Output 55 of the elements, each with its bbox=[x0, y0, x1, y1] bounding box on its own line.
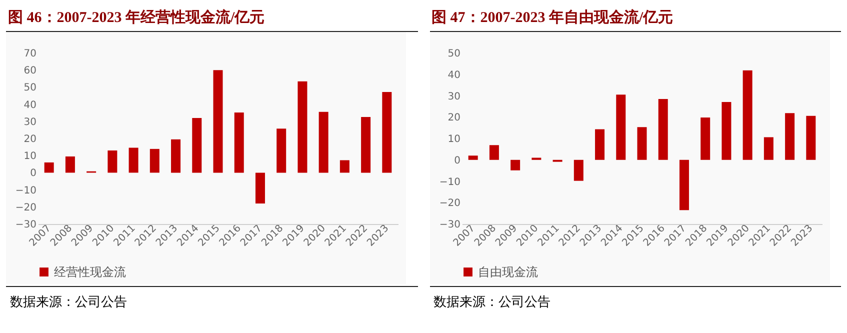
bar bbox=[340, 160, 350, 173]
bar bbox=[255, 172, 265, 204]
bar bbox=[382, 92, 392, 173]
y-tick-label: 40 bbox=[24, 100, 36, 111]
bar bbox=[192, 118, 202, 173]
bar bbox=[616, 94, 626, 160]
bar bbox=[361, 116, 371, 173]
bar bbox=[742, 70, 752, 160]
bar bbox=[678, 160, 688, 210]
y-tick-label: 30 bbox=[447, 91, 460, 102]
legend-label: 经营性现金流 bbox=[54, 265, 126, 279]
bar bbox=[298, 81, 308, 173]
y-tick-label: −10 bbox=[438, 176, 460, 188]
y-tick-label: −10 bbox=[15, 185, 36, 196]
bar bbox=[213, 70, 223, 173]
y-tick-label: 60 bbox=[24, 66, 36, 77]
bar bbox=[44, 162, 54, 173]
bar bbox=[150, 148, 160, 173]
y-tick-label: 70 bbox=[24, 48, 36, 60]
y-tick-label: 0 bbox=[30, 168, 36, 180]
bar bbox=[276, 128, 286, 173]
y-tick-label: −20 bbox=[438, 198, 460, 210]
y-tick-label: 20 bbox=[24, 134, 36, 145]
bar bbox=[108, 150, 118, 173]
bar bbox=[658, 98, 668, 160]
bar bbox=[128, 148, 138, 173]
bar bbox=[510, 160, 520, 170]
legend-label: 自由现金流 bbox=[478, 265, 538, 279]
bar bbox=[636, 127, 646, 160]
bar bbox=[468, 156, 478, 160]
bar bbox=[806, 116, 816, 160]
bar bbox=[488, 145, 498, 160]
bar bbox=[171, 139, 181, 173]
source-note: 数据来源：公司公告 bbox=[6, 286, 418, 311]
y-tick-label: 20 bbox=[447, 112, 460, 124]
source-note: 数据来源：公司公告 bbox=[430, 286, 841, 311]
y-tick-label: 30 bbox=[24, 116, 36, 128]
y-tick-label: 0 bbox=[454, 155, 460, 166]
y-tick-label: 50 bbox=[447, 48, 460, 60]
chart-title: 图 47：2007-2023 年自由现金流/亿元 bbox=[430, 4, 841, 32]
y-tick-label: 10 bbox=[24, 151, 36, 162]
bar bbox=[784, 113, 794, 160]
y-tick-label: 50 bbox=[24, 82, 36, 94]
bar bbox=[234, 112, 244, 173]
chart-title: 图 46：2007-2023 年经营性现金流/亿元 bbox=[6, 4, 418, 32]
bar bbox=[700, 118, 710, 160]
y-tick-label: 10 bbox=[447, 134, 460, 145]
bar bbox=[65, 156, 75, 173]
bar bbox=[573, 160, 583, 181]
bar bbox=[721, 102, 731, 160]
y-tick-label: 40 bbox=[447, 70, 460, 81]
bar bbox=[594, 129, 604, 160]
bar bbox=[318, 112, 328, 173]
bar bbox=[763, 137, 773, 160]
y-tick-label: −20 bbox=[15, 202, 36, 214]
